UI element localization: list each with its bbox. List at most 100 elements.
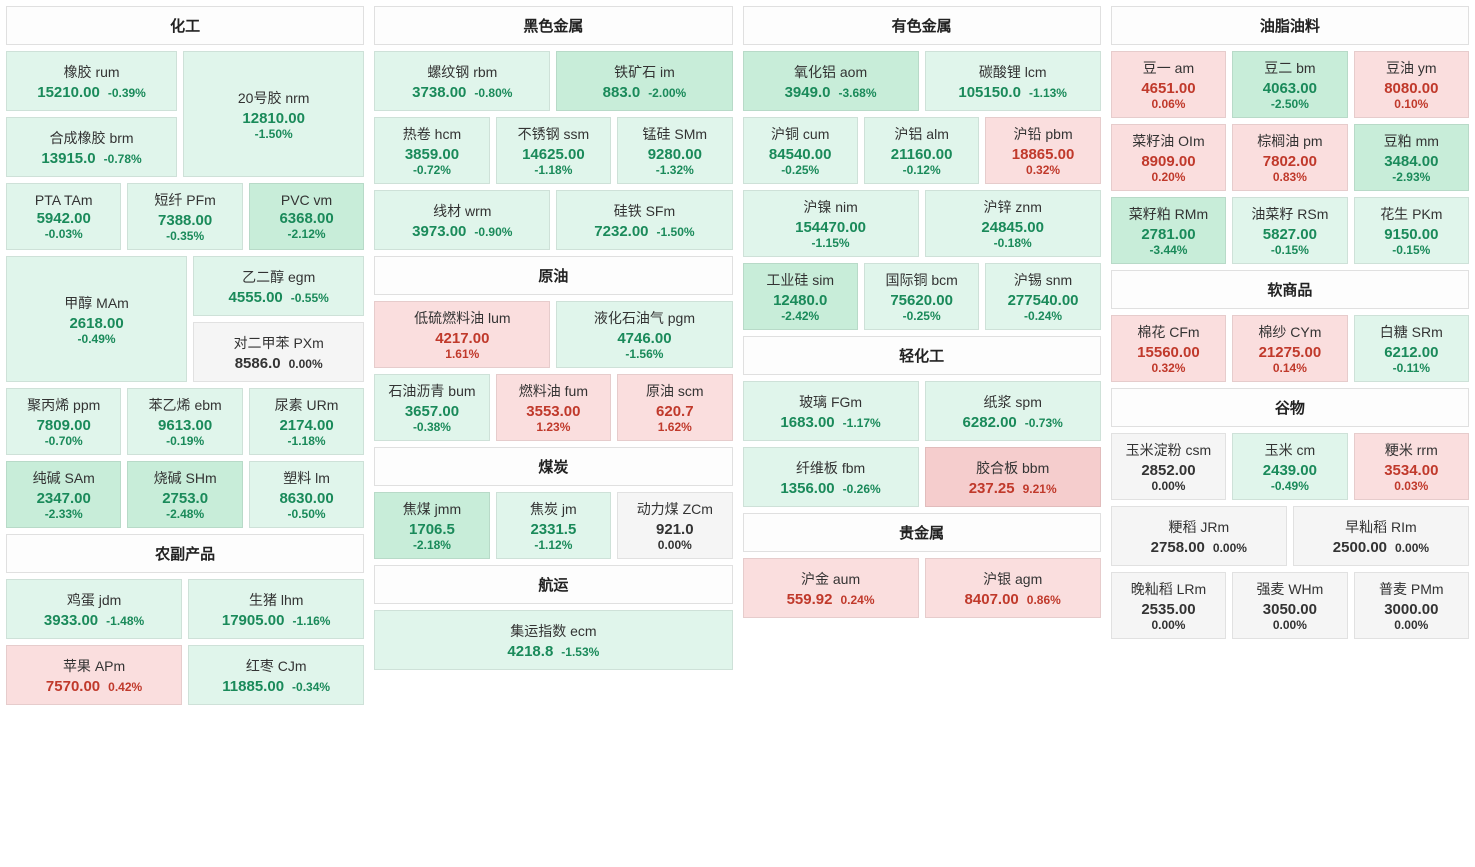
quote-cell[interactable]: 豆二 bm4063.00-2.50%	[1232, 51, 1347, 118]
quote-values: 1683.00-1.17%	[748, 414, 914, 431]
quote-cell[interactable]: 豆粕 mm3484.00-2.93%	[1354, 124, 1469, 191]
quote-price: 237.25	[969, 480, 1015, 497]
quote-price: 620.7	[656, 403, 694, 420]
quote-cell[interactable]: PVC vm6368.00-2.12%	[249, 183, 364, 250]
quote-cell[interactable]: 棕榈油 pm7802.000.83%	[1232, 124, 1347, 191]
quote-cell[interactable]: 苯乙烯 ebm9613.00-0.19%	[127, 388, 242, 455]
quote-cell[interactable]: 20号胶 nrm12810.00-1.50%	[183, 51, 364, 177]
quote-cell[interactable]: 热卷 hcm3859.00-0.72%	[374, 117, 489, 184]
quote-cell[interactable]: 聚丙烯 ppm7809.00-0.70%	[6, 388, 121, 455]
quote-cell[interactable]: 碳酸锂 lcm105150.0-1.13%	[925, 51, 1101, 111]
quote-cell[interactable]: PTA TAm5942.00-0.03%	[6, 183, 121, 250]
quote-cell[interactable]: 玉米 cm2439.00-0.49%	[1232, 433, 1347, 500]
quote-cell[interactable]: 苹果 APm7570.000.42%	[6, 645, 182, 705]
quote-cell[interactable]: 原油 scm620.71.62%	[617, 374, 732, 441]
quote-cell[interactable]: 沪银 agm 8407.000.86%	[925, 558, 1101, 618]
quote-values: 8407.000.86%	[930, 591, 1096, 608]
quote-cell[interactable]: 塑料 lm8630.00-0.50%	[249, 461, 364, 528]
quote-cell[interactable]: 工业硅 sim12480.0-2.42%	[743, 263, 858, 330]
quote-pct: -0.15%	[1392, 243, 1430, 257]
quote-cell[interactable]: 玻璃 FGm1683.00-1.17%	[743, 381, 919, 441]
quote-cell[interactable]: 鸡蛋 jdm3933.00-1.48%	[6, 579, 182, 639]
quote-cell[interactable]: 短纤 PFm7388.00-0.35%	[127, 183, 242, 250]
quote-cell[interactable]: 白糖 SRm6212.00-0.11%	[1354, 315, 1469, 382]
quote-cell[interactable]: 尿素 URm2174.00-1.18%	[249, 388, 364, 455]
quote-values: 5827.00-0.15%	[1237, 226, 1342, 257]
quote-cell[interactable]: 低硫燃料油 lum4217.001.61%	[374, 301, 550, 368]
quote-cell[interactable]: 橡胶 rum15210.00-0.39%	[6, 51, 177, 111]
quote-cell[interactable]: 甲醇 MAm2618.00-0.49%	[6, 256, 187, 382]
quote-cell[interactable]: 铁矿石 im883.0-2.00%	[556, 51, 732, 111]
quote-cell[interactable]: 沪铝 alm21160.00-0.12%	[864, 117, 979, 184]
row: 氧化铝 aom3949.0-3.68%碳酸锂 lcm105150.0-1.13%	[743, 51, 1101, 111]
quote-cell[interactable]: 沪铅 pbm18865.000.32%	[985, 117, 1100, 184]
quote-cell[interactable]: 豆一 am4651.000.06%	[1111, 51, 1226, 118]
quote-name: 晚籼稻 LRm	[1116, 579, 1221, 599]
quote-name: 沪银 agm	[930, 569, 1096, 589]
quote-name: 粳米 rrm	[1359, 440, 1464, 460]
quote-cell[interactable]: 晚籼稻 LRm2535.000.00%	[1111, 572, 1226, 639]
quote-pct: -1.18%	[288, 434, 326, 448]
quote-cell[interactable]: 粳米 rrm3534.000.03%	[1354, 433, 1469, 500]
quote-cell[interactable]: 对二甲苯 PXm8586.00.00%	[193, 322, 364, 382]
quote-cell[interactable]: 胶合板 bbm237.259.21%	[925, 447, 1101, 507]
quote-cell[interactable]: 沪金 aum559.920.24%	[743, 558, 919, 618]
quote-cell[interactable]: 粳稻 JRm2758.000.00%	[1111, 506, 1287, 566]
quote-values: 3973.00-0.90%	[379, 223, 545, 240]
quote-cell[interactable]: 液化石油气 pgm4746.00-1.56%	[556, 301, 732, 368]
quote-cell[interactable]: 生猪 lhm17905.00-1.16%	[188, 579, 364, 639]
quote-pct: -1.53%	[561, 645, 599, 659]
quote-cell[interactable]: 螺纹钢 rbm3738.00-0.80%	[374, 51, 550, 111]
quote-price: 921.0	[656, 521, 694, 538]
quote-cell[interactable]: 焦炭 jm2331.5-1.12%	[496, 492, 611, 559]
quote-cell[interactable]: 早籼稻 RIm2500.000.00%	[1293, 506, 1469, 566]
quote-cell[interactable]: 沪镍 nim154470.00-1.15%	[743, 190, 919, 257]
quote-cell[interactable]: 合成橡胶 brm13915.0-0.78%	[6, 117, 177, 177]
quote-cell[interactable]: 不锈钢 ssm14625.00-1.18%	[496, 117, 611, 184]
quote-cell[interactable]: 线材 wrm3973.00-0.90%	[374, 190, 550, 250]
quote-price: 2758.00	[1151, 539, 1205, 556]
section-header: 油脂油料	[1111, 6, 1469, 45]
quote-cell[interactable]: 沪锡 snm277540.00-0.24%	[985, 263, 1100, 330]
quote-values: 1356.00-0.26%	[748, 480, 914, 497]
quote-cell[interactable]: 强麦 WHm3050.000.00%	[1232, 572, 1347, 639]
quote-price: 4217.00	[435, 330, 489, 347]
quote-name: 油菜籽 RSm	[1237, 204, 1342, 224]
quote-cell[interactable]: 动力煤 ZCm921.00.00%	[617, 492, 732, 559]
quote-price: 2781.00	[1141, 226, 1195, 243]
quote-cell[interactable]: 菜籽油 OIm8909.000.20%	[1111, 124, 1226, 191]
quote-cell[interactable]: 菜籽粕 RMm2781.00-3.44%	[1111, 197, 1226, 264]
quote-cell[interactable]: 普麦 PMm3000.000.00%	[1354, 572, 1469, 639]
quote-cell[interactable]: 国际铜 bcm75620.00-0.25%	[864, 263, 979, 330]
quote-name: 低硫燃料油 lum	[379, 308, 545, 328]
quote-cell[interactable]: 纤维板 fbm1356.00-0.26%	[743, 447, 919, 507]
quote-price: 12480.0	[773, 292, 827, 309]
quote-cell[interactable]: 沪铜 cum84540.00-0.25%	[743, 117, 858, 184]
quote-cell[interactable]: 焦煤 jmm1706.5-2.18%	[374, 492, 489, 559]
quote-cell[interactable]: 沪锌 znm24845.00-0.18%	[925, 190, 1101, 257]
quote-cell[interactable]: 玉米淀粉 csm2852.000.00%	[1111, 433, 1226, 500]
quote-cell[interactable]: 纯碱 SAm2347.00-2.33%	[6, 461, 121, 528]
row: 鸡蛋 jdm3933.00-1.48%生猪 lhm17905.00-1.16%	[6, 579, 364, 639]
quote-cell[interactable]: 石油沥青 bum3657.00-0.38%	[374, 374, 489, 441]
row: 沪镍 nim154470.00-1.15%沪锌 znm24845.00-0.18…	[743, 190, 1101, 257]
quote-cell[interactable]: 纸浆 spm6282.00-0.73%	[925, 381, 1101, 441]
quote-cell[interactable]: 硅铁 SFm7232.00-1.50%	[556, 190, 732, 250]
quote-name: 氧化铝 aom	[748, 62, 914, 82]
quote-cell[interactable]: 花生 PKm9150.00-0.15%	[1354, 197, 1469, 264]
quote-cell[interactable]: 氧化铝 aom3949.0-3.68%	[743, 51, 919, 111]
quote-cell[interactable]: 红枣 CJm11885.00-0.34%	[188, 645, 364, 705]
quote-cell[interactable]: 乙二醇 egm4555.00-0.55%	[193, 256, 364, 316]
quote-price: 2347.00	[37, 490, 91, 507]
quote-values: 2758.000.00%	[1116, 539, 1282, 556]
quote-cell[interactable]: 豆油 ym8080.000.10%	[1354, 51, 1469, 118]
quote-values: 4555.00-0.55%	[198, 289, 359, 306]
quote-name: 合成橡胶 brm	[11, 128, 172, 148]
quote-cell[interactable]: 棉纱 CYm21275.000.14%	[1232, 315, 1347, 382]
quote-cell[interactable]: 棉花 CFm15560.000.32%	[1111, 315, 1226, 382]
quote-cell[interactable]: 锰硅 SMm9280.00-1.32%	[617, 117, 732, 184]
quote-cell[interactable]: 集运指数 ecm4218.8-1.53%	[374, 610, 732, 670]
quote-cell[interactable]: 烧碱 SHm2753.0-2.48%	[127, 461, 242, 528]
quote-cell[interactable]: 燃料油 fum3553.001.23%	[496, 374, 611, 441]
quote-cell[interactable]: 油菜籽 RSm5827.00-0.15%	[1232, 197, 1347, 264]
